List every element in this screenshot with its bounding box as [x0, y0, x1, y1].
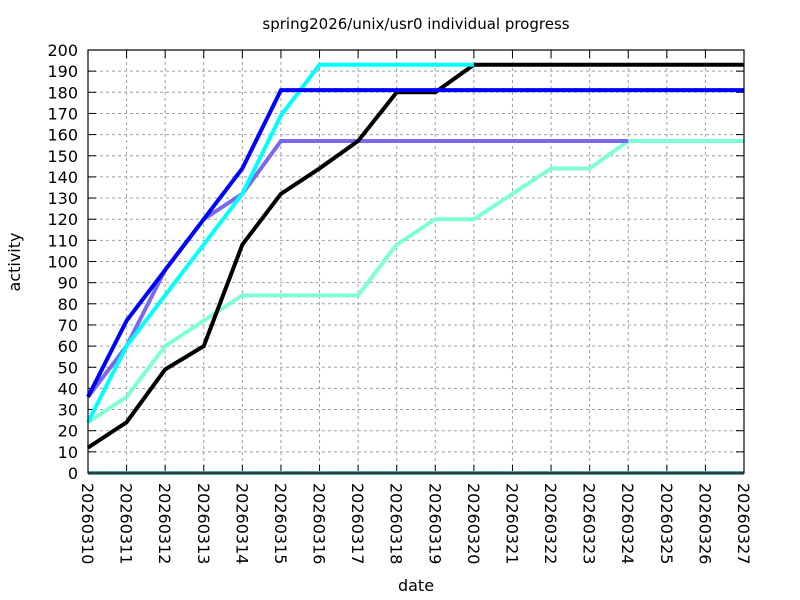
chart-title: spring2026/unix/usr0 individual progress	[262, 15, 569, 33]
y-axis-label: activity	[5, 233, 24, 292]
x-tick-label: 20260314	[232, 483, 251, 564]
y-tick-label: 30	[58, 401, 78, 420]
plot-border	[87, 49, 745, 474]
x-tick-label: 20260312	[155, 483, 174, 564]
y-tick-label: 180	[47, 83, 78, 102]
x-tick-label: 20260315	[271, 483, 290, 564]
y-tick-label: 70	[58, 316, 78, 335]
x-tick-label: 20260319	[425, 483, 444, 564]
x-axis-label: date	[398, 576, 434, 595]
y-tick-label: 80	[58, 295, 78, 314]
y-tick-label: 60	[58, 337, 78, 356]
x-tick-label: 20260311	[117, 483, 136, 564]
y-tick-label: 130	[47, 189, 78, 208]
x-tick-label: 20260324	[618, 483, 637, 564]
line-series-cyan	[86, 62, 474, 424]
x-tick-label: 20260317	[348, 483, 367, 564]
line-series-aquamarine	[86, 138, 744, 424]
x-tick-label: 20260322	[541, 483, 560, 564]
y-tick-label: 10	[58, 443, 78, 462]
y-tick-label: 40	[58, 379, 78, 398]
x-tick-label: 20260310	[78, 483, 97, 564]
y-tick-label: 90	[58, 274, 78, 293]
x-tick-label: 20260327	[734, 483, 753, 564]
x-tick-label: 20260320	[464, 483, 483, 564]
y-tick-label: 120	[47, 210, 78, 229]
x-tick-label: 20260321	[502, 483, 521, 564]
y-tick-label: 100	[47, 253, 78, 272]
y-tick-label: 190	[47, 62, 78, 81]
x-tick-label: 20260326	[695, 483, 714, 564]
x-tick-label: 20260325	[657, 483, 676, 564]
y-tick-label: 170	[47, 104, 78, 123]
y-tick-label: 200	[47, 41, 78, 60]
x-tick-label: 20260313	[194, 483, 213, 564]
y-tick-label: 110	[47, 231, 78, 250]
y-tick-label: 0	[68, 464, 78, 483]
line-series-blue	[86, 88, 744, 398]
y-tick-label: 150	[47, 147, 78, 166]
x-tick-label: 20260318	[387, 483, 406, 564]
x-tick-label: 20260323	[580, 483, 599, 564]
y-tick-label: 140	[47, 168, 78, 187]
y-tick-label: 160	[47, 126, 78, 145]
line-series-black	[86, 62, 744, 450]
y-tick-label: 20	[58, 422, 78, 441]
x-tick-label: 20260316	[310, 483, 329, 564]
grid-lines	[88, 50, 744, 473]
y-tick-label: 50	[58, 358, 78, 377]
